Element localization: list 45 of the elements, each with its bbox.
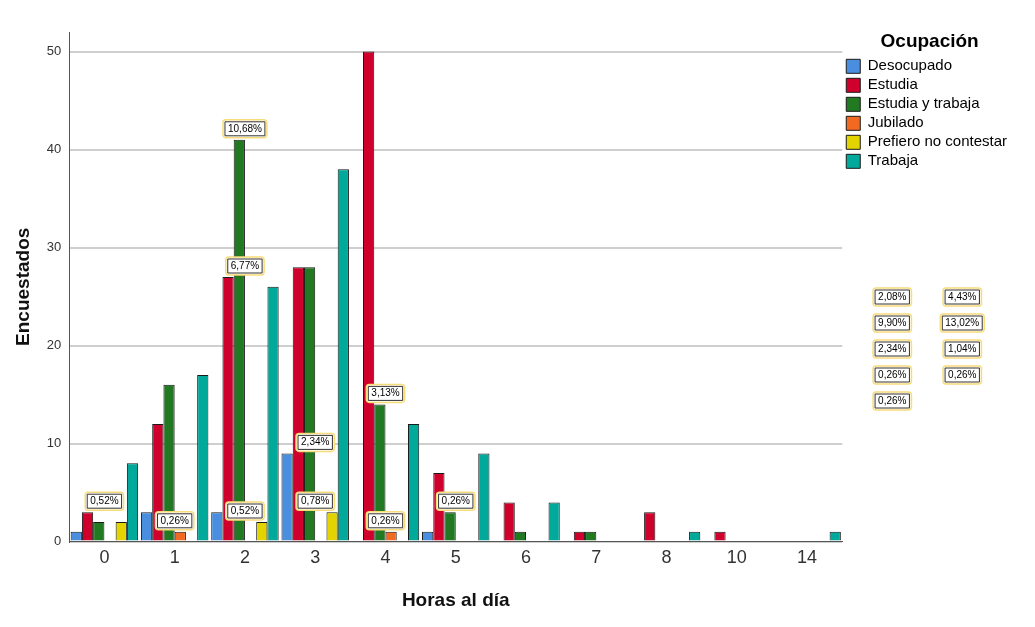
- text: 13,02%: [945, 316, 980, 328]
- x-tick-label: 1: [169, 547, 180, 568]
- annotation: 6,77%: [230, 259, 260, 271]
- annotation: 0,78%: [301, 494, 330, 506]
- text: 9,90%: [878, 316, 907, 328]
- text: 1,04%: [948, 342, 977, 354]
- x-tick-label: 2: [239, 547, 250, 568]
- text: 0,26%: [948, 368, 977, 380]
- legend-label: Jubilado: [867, 113, 924, 131]
- y-tick-label: 50: [46, 43, 62, 59]
- x-tick-label: 10: [726, 547, 747, 568]
- text: 4,43%: [948, 290, 977, 302]
- legend-label: Estudia: [867, 75, 919, 93]
- legend-title: Ocupación: [880, 29, 979, 51]
- x-tick-label: 5: [450, 547, 461, 568]
- y-axis-title: Encuestados: [11, 227, 33, 346]
- annotation: 0,26%: [160, 514, 189, 526]
- x-tick-label: 3: [310, 547, 321, 568]
- annotation: 10,68%: [227, 122, 263, 134]
- x-tick-label: 6: [521, 547, 532, 568]
- legend-label: Estudia y trabaja: [867, 94, 981, 112]
- annotation: 0,52%: [90, 494, 119, 506]
- text: 2,08%: [878, 290, 907, 302]
- y-tick-label: 10: [46, 435, 62, 451]
- x-tick-label: 7: [591, 547, 602, 568]
- x-tick-label: 4: [380, 547, 391, 568]
- annotation: 0,26%: [371, 514, 400, 526]
- legend-label: Trabaja: [867, 151, 919, 169]
- annotation: 0,52%: [230, 504, 260, 516]
- x-tick-label: 14: [797, 547, 818, 568]
- x-tick-label: 0: [99, 547, 110, 568]
- annotation: 3,13%: [371, 387, 400, 399]
- y-tick-label: 0: [54, 533, 62, 549]
- legend-label: Prefiero no contestar: [867, 132, 1008, 150]
- x-axis-title: Horas al día: [401, 588, 511, 610]
- y-tick-label: 40: [46, 141, 62, 157]
- legend-label: Desocupado: [867, 56, 952, 74]
- x-tick-label: 8: [661, 547, 672, 568]
- text: 2,34%: [878, 342, 907, 354]
- text: 0,26%: [878, 394, 907, 406]
- y-tick-label: 20: [46, 337, 62, 353]
- text: 0,26%: [878, 368, 907, 380]
- annotation: 0,26%: [441, 494, 471, 506]
- y-tick-label: 30: [46, 239, 62, 255]
- annotation: 2,34%: [301, 436, 330, 448]
